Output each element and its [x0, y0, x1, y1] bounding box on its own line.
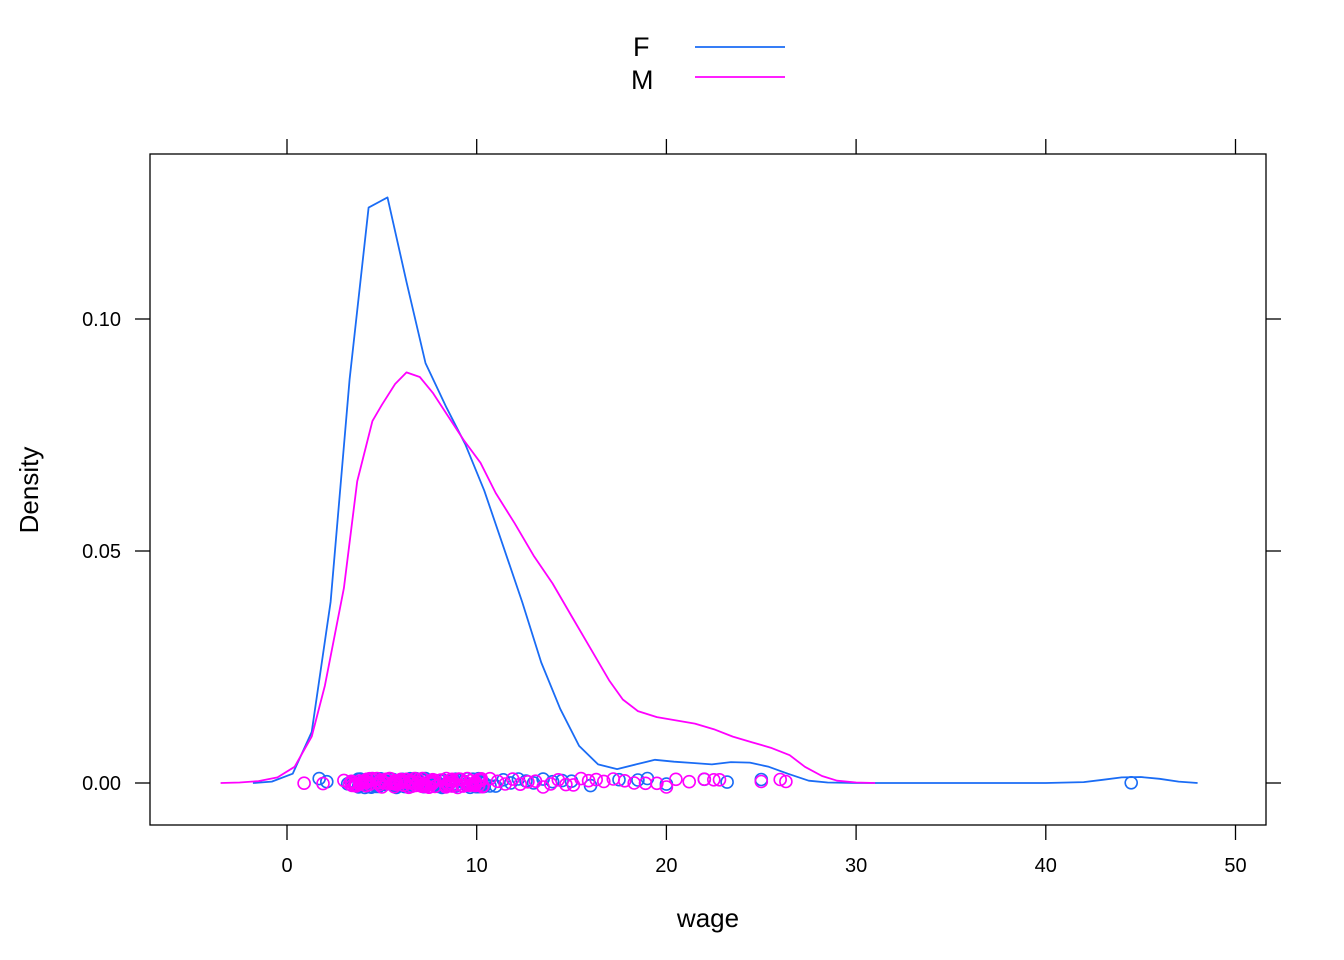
rug-point-m	[669, 772, 683, 787]
legend: F M	[631, 32, 785, 95]
rug-point-m	[617, 773, 632, 788]
legend-label-m: M	[631, 65, 654, 95]
rug-point-m	[375, 780, 389, 794]
rug-point-m	[344, 775, 359, 790]
x-tick-label: 50	[1224, 855, 1246, 877]
rug-point-f	[612, 772, 626, 787]
rug-point-m	[659, 780, 674, 794]
rug-point-m	[682, 774, 697, 789]
legend-label-f: F	[633, 32, 650, 62]
y-axis: 0.00 0.05 0.10	[82, 309, 1281, 795]
rug-point-m	[404, 779, 419, 794]
rug-point-m	[706, 772, 721, 787]
rug-point-m	[521, 774, 535, 789]
rug-point-m	[415, 771, 430, 786]
rug-point-f	[536, 772, 550, 786]
x-tick-label: 0	[281, 855, 292, 877]
rug-point-m	[697, 772, 712, 787]
rug-point-m	[460, 771, 475, 786]
rug-point-m	[476, 779, 490, 793]
rug-point-m	[536, 780, 550, 794]
rug-point-m	[483, 771, 497, 786]
rug-point-m	[425, 772, 440, 787]
x-tick-label: 40	[1035, 855, 1057, 877]
density-line-m	[220, 371, 876, 784]
rug-point-f	[631, 773, 645, 787]
rug-point-m	[581, 773, 596, 788]
y-tick-label: 0.05	[82, 541, 121, 563]
y-axis-title: Density	[14, 447, 44, 534]
rug-point-m	[650, 776, 664, 791]
y-tick-label: 0.00	[82, 773, 121, 795]
rug-point-m	[513, 777, 528, 792]
rug-point-m	[463, 773, 478, 788]
rug-point-m	[779, 774, 793, 789]
x-axis: 0 10 20 30 40 50	[281, 139, 1247, 877]
rug-point-m	[348, 778, 362, 793]
rug-point-m	[543, 777, 558, 791]
rug-point-m	[362, 777, 377, 792]
rug-point-m	[297, 776, 311, 791]
rug-point-m	[316, 776, 330, 791]
rug-points	[297, 771, 1138, 795]
rug-point-m	[490, 774, 505, 789]
density-line-f	[252, 196, 1198, 784]
x-tick-label: 30	[845, 855, 867, 877]
rug-point-m	[498, 777, 513, 791]
y-tick-label: 0.10	[82, 309, 121, 331]
rug-point-m	[407, 771, 422, 786]
rug-point-m	[574, 771, 588, 786]
rug-point-m	[754, 774, 769, 789]
x-axis-title: wage	[676, 903, 739, 933]
rug-point-m	[374, 773, 389, 787]
rug-point-m	[559, 777, 573, 792]
rug-point-m	[383, 771, 398, 786]
rug-point-m	[589, 772, 604, 787]
plot-frame	[149, 153, 1267, 826]
rug-point-m	[596, 774, 611, 789]
rug-point-m	[712, 772, 727, 787]
rug-point-m	[453, 772, 468, 787]
x-tick-label: 10	[466, 855, 488, 877]
density-curves	[220, 196, 1198, 784]
rug-point-f	[720, 775, 734, 789]
rug-point-m	[551, 772, 566, 787]
rug-point-m	[566, 778, 581, 792]
rug-point-m	[445, 772, 459, 787]
x-tick-label: 20	[655, 855, 677, 877]
rug-point-f	[1124, 775, 1138, 790]
rug-point-m	[773, 772, 788, 787]
